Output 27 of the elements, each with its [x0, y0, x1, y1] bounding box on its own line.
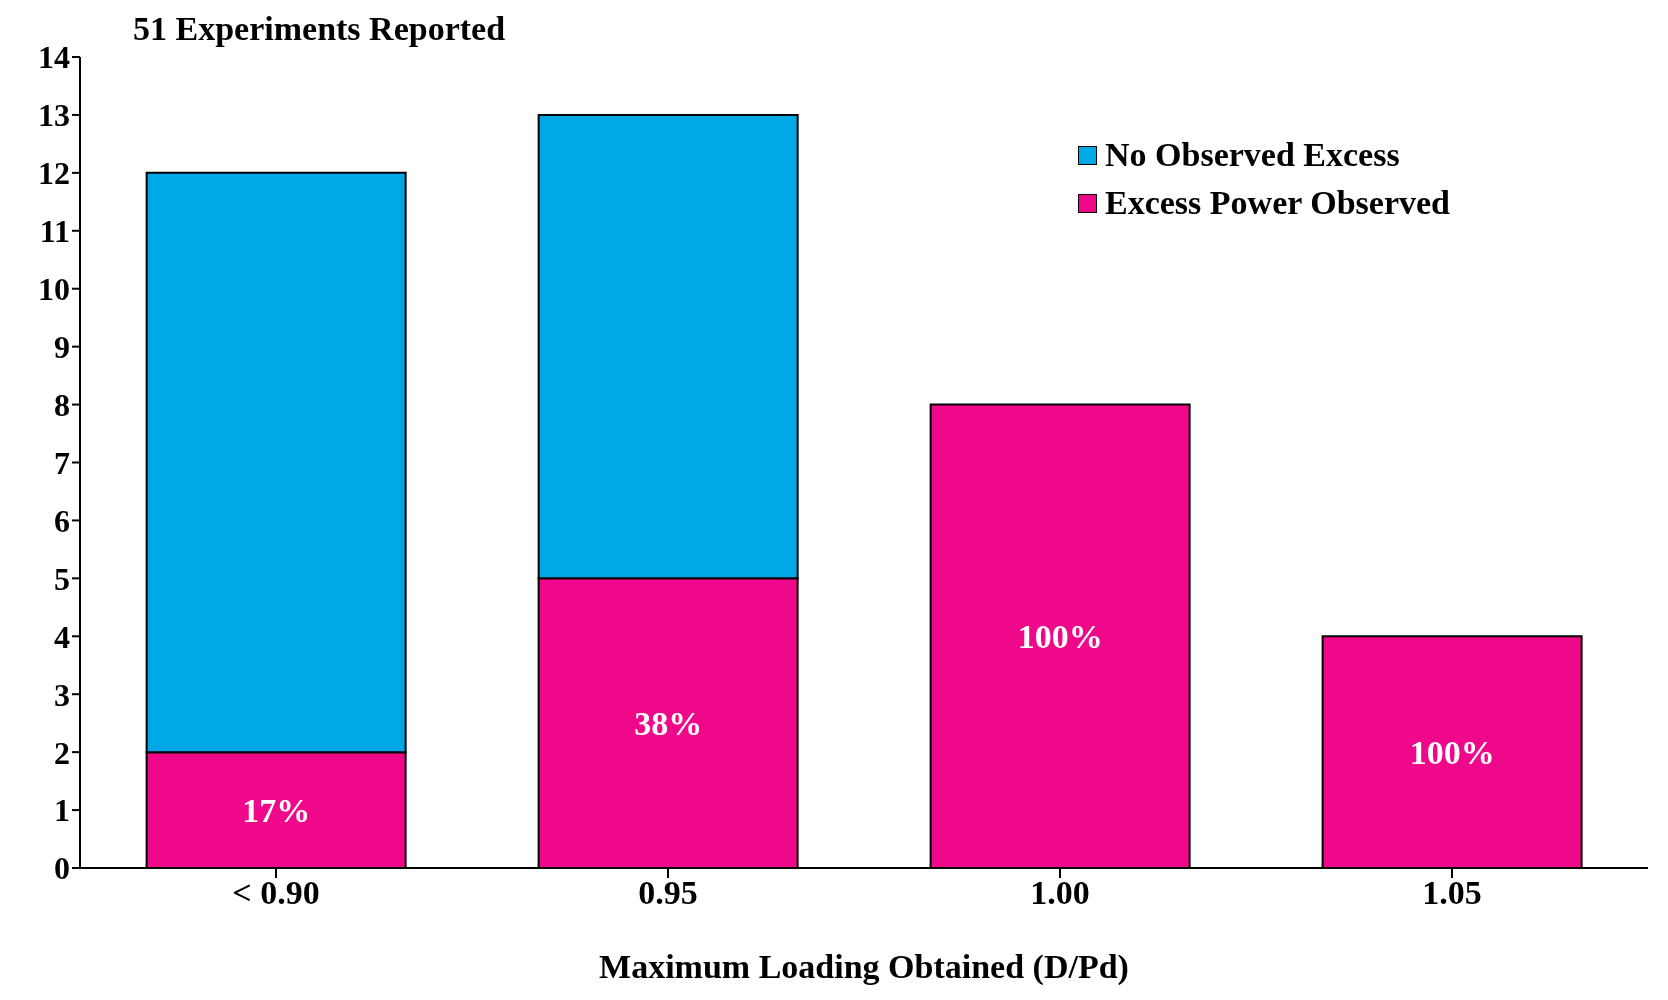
y-tick-label: 2: [54, 734, 70, 771]
y-tick-label: 0: [54, 850, 70, 887]
y-tick-label: 1: [54, 792, 70, 829]
y-tick-label: 12: [38, 155, 70, 192]
x-axis-title: Maximum Loading Obtained (D/Pd): [599, 948, 1129, 986]
x-tick-label: 1.00: [1030, 874, 1090, 912]
x-tick-label: < 0.90: [232, 874, 320, 912]
x-tick-label: 0.95: [638, 874, 698, 912]
y-tick-label: 9: [54, 329, 70, 365]
y-tick-label: 6: [54, 502, 70, 539]
y-tick-label: 3: [54, 676, 70, 713]
y-tick-label: 7: [54, 444, 70, 481]
y-tick-label: 4: [54, 618, 70, 655]
annotation: 100%: [1409, 733, 1495, 771]
y-tick-label: 5: [54, 560, 70, 597]
y-tick-label: 14: [38, 39, 70, 76]
y-tick-label: 13: [38, 97, 70, 134]
legend-label: No Observed Excess: [1105, 136, 1400, 174]
y-tick-label: 10: [38, 271, 70, 308]
y-tick-label: 11: [39, 213, 70, 250]
annotation: 100%: [1017, 617, 1103, 655]
annotation: 17%: [242, 791, 311, 829]
chart-title: 51 Experiments Reported: [133, 10, 506, 48]
y-tick-label: 8: [54, 386, 70, 423]
x-tick-label: 1.05: [1422, 874, 1482, 912]
annotation: 38%: [634, 704, 703, 742]
legend-label: Excess Power Observed: [1105, 184, 1450, 222]
